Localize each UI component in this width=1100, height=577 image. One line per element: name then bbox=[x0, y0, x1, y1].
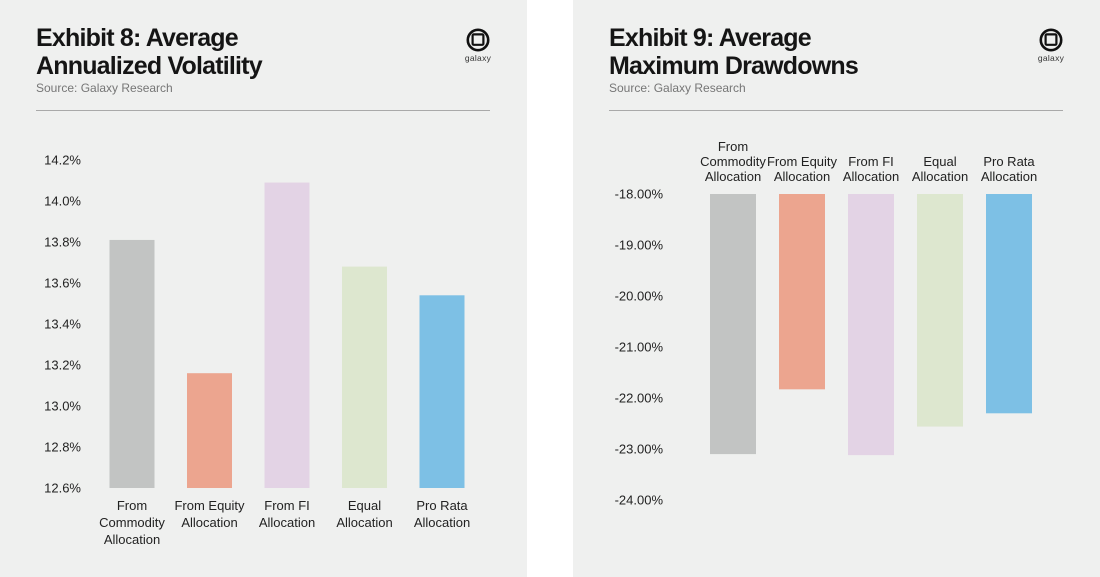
category-label: From FI bbox=[848, 154, 894, 169]
category-label: From FI bbox=[264, 498, 310, 513]
chart-title-line-2: Maximum Drawdowns bbox=[609, 52, 859, 80]
y-tick-label: -18.00% bbox=[615, 187, 664, 202]
category-label: Allocation bbox=[705, 169, 761, 184]
category-label: Allocation bbox=[774, 169, 830, 184]
bar bbox=[779, 194, 825, 390]
chart-title: Exhibit 9: Average Maximum Drawdowns bbox=[609, 24, 989, 80]
galaxy-logo-text: galaxy bbox=[1037, 53, 1065, 63]
bar bbox=[342, 266, 387, 488]
galaxy-logo-icon bbox=[1039, 28, 1063, 52]
category-label: Pro Rata bbox=[416, 498, 468, 513]
y-tick-label: -22.00% bbox=[615, 391, 664, 406]
category-label: Allocation bbox=[336, 515, 392, 530]
galaxy-logo: galaxy bbox=[1037, 28, 1065, 63]
category-label: Allocation bbox=[104, 532, 160, 547]
bar bbox=[917, 194, 963, 427]
chart-source: Source: Galaxy Research bbox=[609, 81, 746, 95]
y-tick-label: -19.00% bbox=[615, 238, 664, 253]
bar bbox=[264, 182, 310, 489]
category-label: Commodity bbox=[99, 515, 165, 530]
category-label: Allocation bbox=[414, 515, 470, 530]
title-divider bbox=[609, 110, 1063, 111]
y-tick-label: 12.6% bbox=[44, 481, 81, 496]
category-label: From bbox=[718, 139, 748, 154]
galaxy-logo: galaxy bbox=[464, 28, 492, 63]
drawdown-bar-chart: -18.00% -19.00% -20.00% -21.00% -22.00% -23.0… bbox=[615, 139, 1038, 508]
category-label: Allocation bbox=[912, 169, 968, 184]
category-label: From Equity bbox=[767, 154, 838, 169]
category-label: Allocation bbox=[181, 515, 237, 530]
y-tick-label: -20.00% bbox=[615, 289, 664, 304]
category-label: Commodity bbox=[700, 154, 766, 169]
volatility-bar-chart: 14.2% 14.0% 13.8% 13.6% 13.4% 13.2% 13.0% 12.8%… bbox=[44, 153, 470, 548]
y-tick-label: 13.8% bbox=[44, 235, 81, 250]
y-tick-label: 14.0% bbox=[44, 194, 81, 209]
y-tick-label: 13.6% bbox=[44, 276, 81, 291]
y-tick-label: -24.00% bbox=[615, 493, 664, 508]
bar bbox=[848, 194, 894, 456]
chart-title-line-2: Annualized Volatility bbox=[36, 52, 263, 80]
category-label: Equal bbox=[348, 498, 381, 513]
galaxy-logo-text: galaxy bbox=[464, 53, 492, 63]
y-tick-label: 14.2% bbox=[44, 153, 81, 168]
y-tick-label: 13.4% bbox=[44, 317, 81, 332]
bar bbox=[986, 194, 1032, 414]
category-label: Pro Rata bbox=[983, 154, 1035, 169]
category-label: Equal bbox=[923, 154, 956, 169]
category-label: Allocation bbox=[843, 169, 899, 184]
bar bbox=[710, 194, 756, 455]
title-divider bbox=[36, 110, 490, 111]
chart-title-line-1: Exhibit 9: Average bbox=[609, 24, 812, 52]
chart-title: Exhibit 8: Average Annualized Volatility bbox=[36, 24, 416, 80]
y-tick-label: 12.8% bbox=[44, 440, 81, 455]
y-tick-label: 13.2% bbox=[44, 358, 81, 373]
drawdown-chart-panel: Exhibit 9: Average Maximum Drawdowns Sou… bbox=[573, 0, 1100, 577]
y-tick-label: 13.0% bbox=[44, 399, 81, 414]
volatility-chart-panel: Exhibit 8: Average Annualized Volatility… bbox=[0, 0, 527, 577]
bar bbox=[187, 373, 232, 488]
category-label: Allocation bbox=[981, 169, 1037, 184]
chart-source: Source: Galaxy Research bbox=[36, 81, 173, 95]
chart-title-line-1: Exhibit 8: Average bbox=[36, 24, 239, 52]
category-label: Allocation bbox=[259, 515, 315, 530]
y-tick-label: -23.00% bbox=[615, 442, 664, 457]
category-label: From Equity bbox=[174, 498, 245, 513]
galaxy-logo-icon bbox=[466, 28, 490, 52]
bar bbox=[109, 239, 155, 488]
bar bbox=[419, 295, 465, 488]
category-label: From bbox=[117, 498, 147, 513]
y-tick-label: -21.00% bbox=[615, 340, 664, 355]
